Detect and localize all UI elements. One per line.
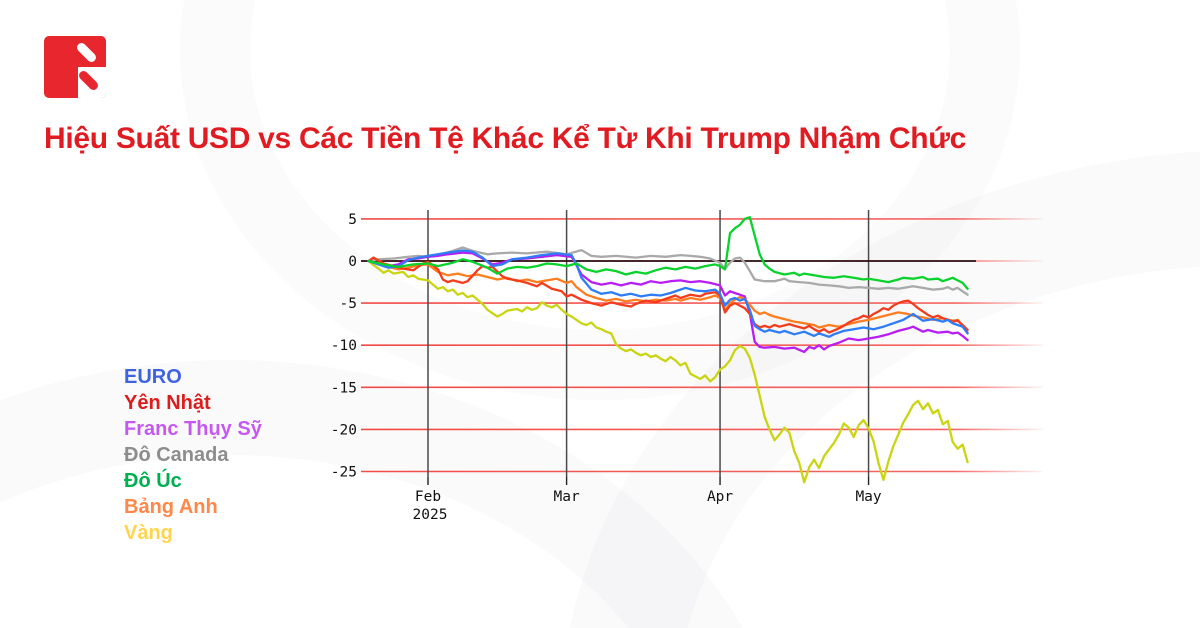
y-axis-tick-label: 0 [348,254,357,270]
legend-item: Đô Canada [124,444,229,466]
y-axis-tick-label: -5 [340,296,357,312]
y-axis-tick-label: -10 [331,338,357,354]
legend-item: EURO [124,366,182,388]
x-axis-tick-label: Apr [707,489,733,505]
chart-legend: EURO Yên Nhật Franc Thụy Sỹ Đô Canada Đô Úc B… [124,364,262,546]
x-axis-year-label: 2025 [413,507,448,523]
y-axis-tick-label: -20 [331,422,357,438]
x-axis-tick-label: May [855,489,881,505]
y-axis-tick-label: 5 [348,212,357,228]
x-axis-tick-label: Mar [553,489,579,505]
y-axis-tick-label: -15 [331,380,357,396]
x-axis-tick-label: Feb [415,489,441,505]
legend-item: Đô Úc [124,470,182,492]
page-title: Hiệu Suất USD vs Các Tiền Tệ Khác Kể Từ … [44,122,967,156]
legend-item: Yên Nhật [124,392,211,414]
legend-item: Bảng Anh [124,496,218,518]
legend-item: Vàng [124,522,173,544]
legend-item: Franc Thụy Sỹ [124,418,262,440]
y-axis-tick-label: -25 [331,465,357,481]
brand-logo-icon [44,36,106,98]
